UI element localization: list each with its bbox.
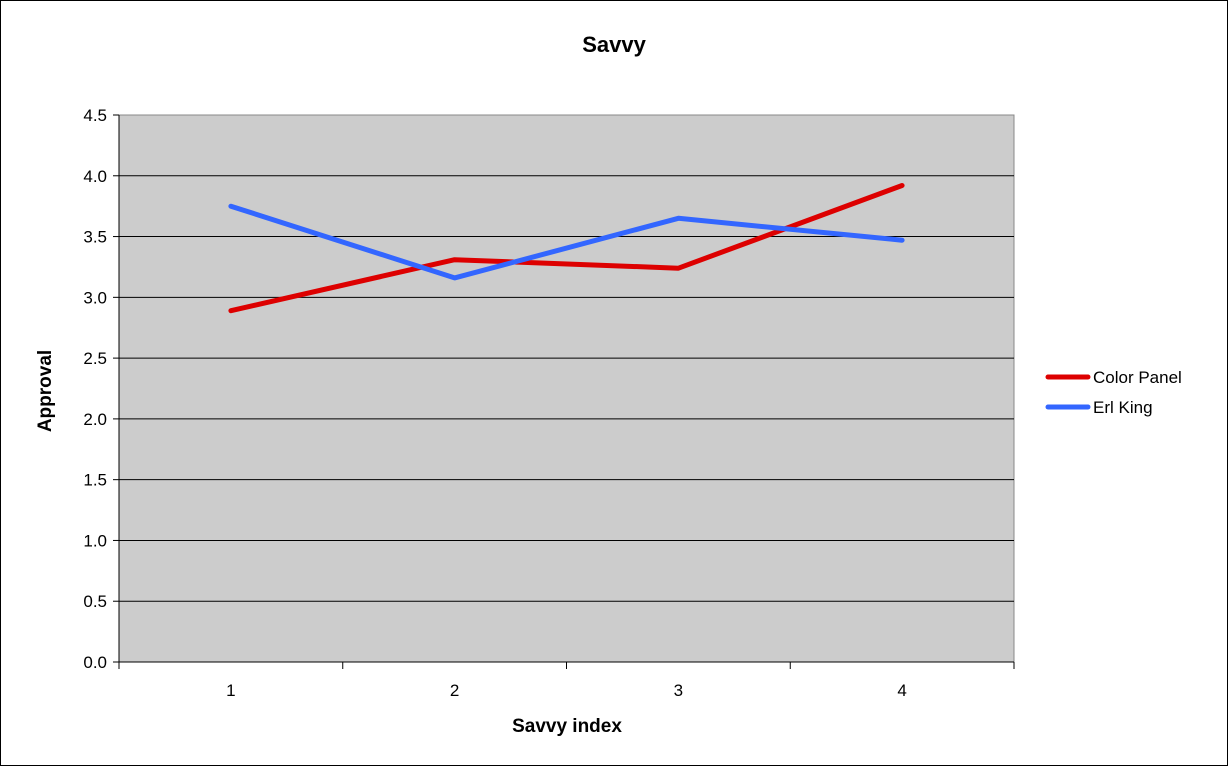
plot-area <box>118 114 1015 663</box>
y-tick-label: 3.0 <box>83 288 107 307</box>
x-tick-label: 4 <box>897 681 906 700</box>
legend: Color Panel Erl King <box>1045 368 1182 417</box>
y-axis-title: Approval <box>35 350 56 432</box>
series-lines <box>228 183 905 314</box>
x-axis-title: Savvy index <box>512 716 622 737</box>
y-tick-label: 1.5 <box>83 471 107 490</box>
gridlines <box>118 115 1014 663</box>
y-tick-label: 4.5 <box>83 106 107 125</box>
y-tick-label: 0.0 <box>83 653 107 672</box>
x-tick-label: 1 <box>226 681 235 700</box>
y-tick-label: 4.0 <box>83 167 107 186</box>
chart-title: Savvy <box>582 32 646 57</box>
y-tick-label: 0.5 <box>83 592 107 611</box>
y-tick-label: 1.0 <box>83 531 107 550</box>
x-tick-label: 2 <box>450 681 459 700</box>
y-tick-labels: 0.0 0.5 1.0 1.5 2.0 2.5 3.0 3.5 4.0 4.5 <box>83 106 119 672</box>
x-ticks: 1 2 3 4 <box>118 662 1015 700</box>
y-tick-label: 2.0 <box>83 410 107 429</box>
y-tick-label: 2.5 <box>83 349 107 368</box>
y-tick-label: 3.5 <box>83 228 107 247</box>
legend-label: Erl King <box>1093 398 1153 417</box>
legend-label: Color Panel <box>1093 368 1182 387</box>
series-line-2 <box>228 203 905 281</box>
x-tick-label: 3 <box>674 681 683 700</box>
